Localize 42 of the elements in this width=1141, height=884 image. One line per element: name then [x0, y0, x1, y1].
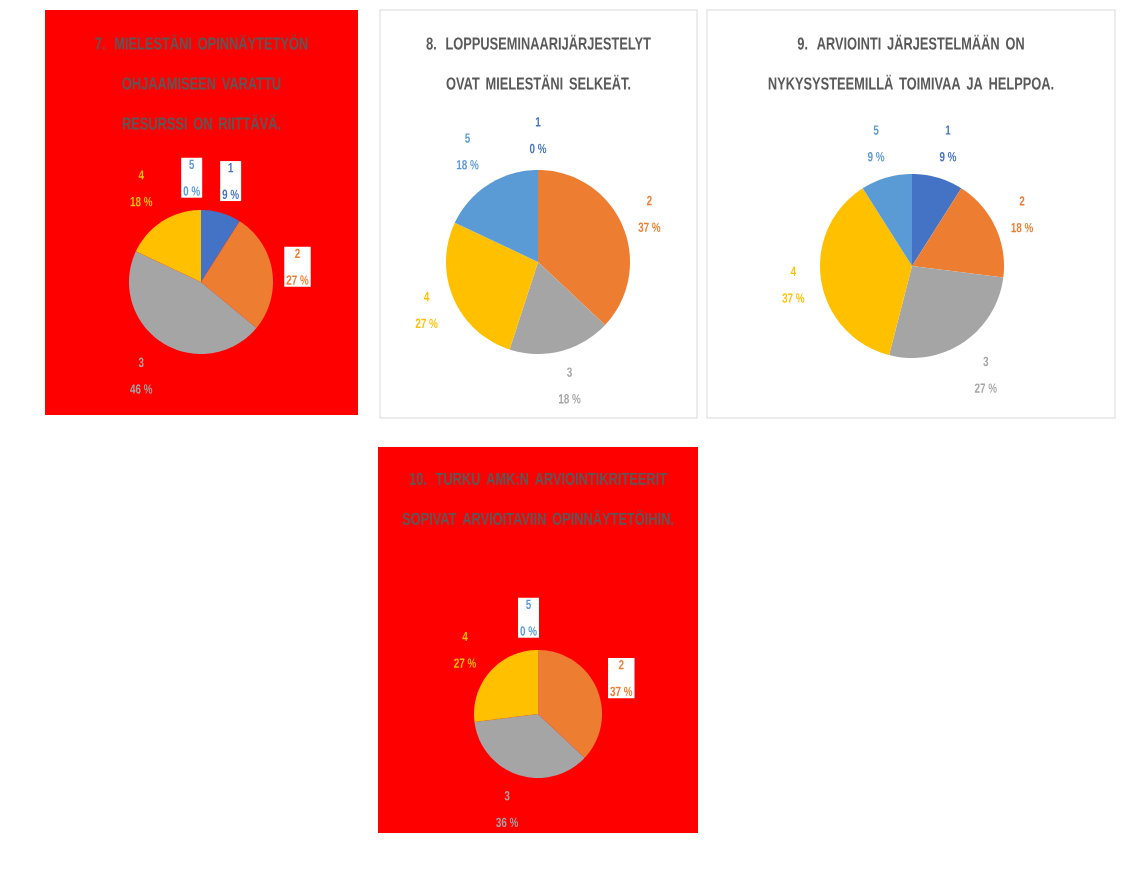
text: 0 %: [529, 143, 547, 154]
data-label: 46 %: [130, 384, 153, 394]
category-label: 5: [526, 599, 531, 610]
data-label: 18 %: [130, 196, 153, 207]
data-label: 36 %: [496, 817, 519, 828]
slice-label: 5: [465, 133, 471, 143]
data-label: 9 %: [222, 189, 239, 200]
slice-label: 3: [138, 357, 144, 368]
slice-label: 3: [983, 356, 989, 367]
data-label: 18 %: [1011, 222, 1034, 233]
chart-title: 10. TURKU AMK:N ARVIOINTIKRITEERIT SOPIVAT ARVIOITAVIIN OPINNÄYTETÖIHIN.: [402, 472, 674, 525]
slice-label: 4: [424, 292, 430, 302]
chart-title: 7. MIELESTÄNI OPINNÄYTETYÖN OHJAAMISEEN VARATTU RESURSSI ON RIITTÄVÄ.: [95, 34, 308, 130]
data-label: 37 %: [782, 293, 805, 303]
slice-label: 1: [945, 125, 951, 135]
data-label: 27 %: [415, 318, 438, 329]
data-label: 37 %: [610, 686, 633, 697]
category-label: 5: [189, 159, 195, 170]
slice-label: 3: [504, 790, 510, 801]
slice-label: 1: [228, 163, 234, 173]
slice-label: 2: [1019, 196, 1025, 206]
data-label: 37 %: [638, 222, 661, 232]
category-label: 1: [535, 117, 541, 127]
slice-label: 5: [873, 125, 879, 135]
slice-label: 2: [618, 660, 624, 670]
slice-label: 2: [647, 195, 652, 206]
chart-title: 9. ARVIOINTI JÄRJESTELMÄÄN ON NYKYSYSTEEMILLÄ TOIMIVAA JA HELPPOA.: [768, 34, 1054, 90]
data-label: 27 %: [974, 383, 997, 393]
slice-label: 4: [790, 266, 797, 276]
data-label: 27 %: [454, 658, 477, 668]
data-label: 9 %: [939, 151, 957, 162]
text: 0 %: [183, 186, 200, 196]
slice-label: 4: [462, 631, 468, 642]
text: 0 %: [520, 626, 537, 636]
chart-title: 8. LOPPUSEMINAARIJÄRJESTELYT OVAT MIELESTÄNI SELKEÄT.: [426, 34, 651, 90]
slice-label: 3: [567, 367, 572, 377]
slice-label: 2: [295, 248, 300, 258]
slice-label: 4: [138, 170, 144, 180]
data-label: 18 %: [558, 394, 581, 404]
data-label: 27 %: [286, 275, 309, 285]
data-label: 9 %: [867, 151, 885, 162]
data-label: 18 %: [456, 160, 479, 170]
